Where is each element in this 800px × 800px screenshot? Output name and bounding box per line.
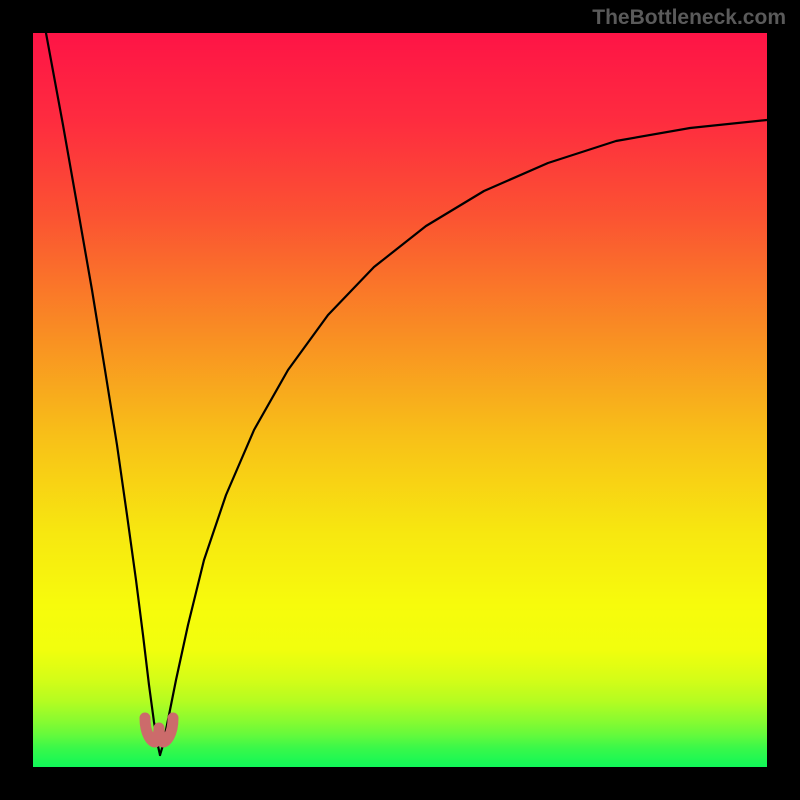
plot-background (33, 33, 767, 767)
bottleneck-plot (0, 0, 800, 800)
attribution-text: TheBottleneck.com (592, 6, 786, 30)
